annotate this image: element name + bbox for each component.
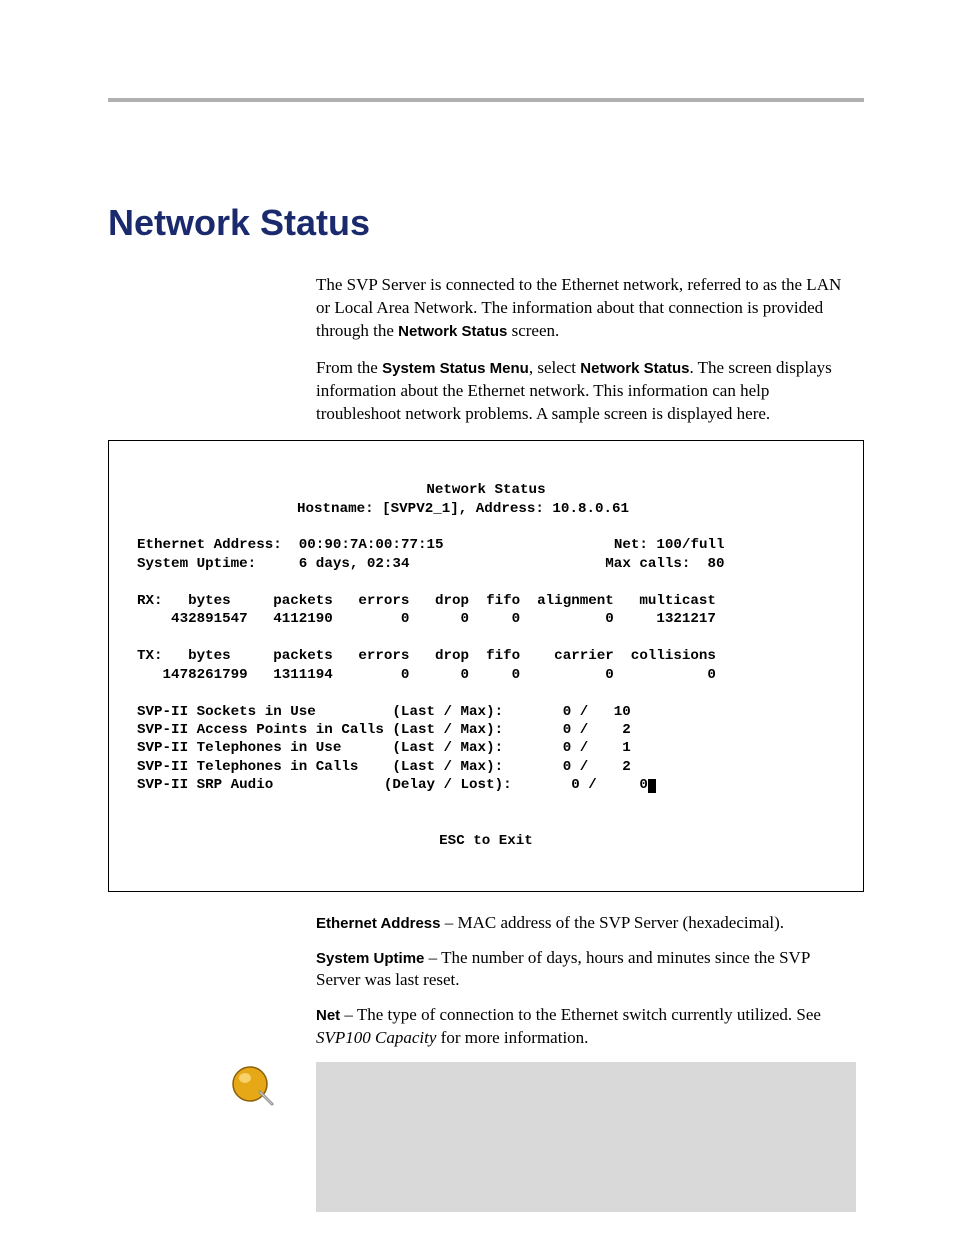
p2-text-c: , select: [529, 358, 580, 377]
terminal-rx-header: RX: bytes packets errors drop fifo align…: [137, 593, 716, 609]
p2-text-a: From the: [316, 358, 382, 377]
def-net-label: Net: [316, 1007, 340, 1024]
terminal-eth-label: Ethernet Address:: [137, 537, 282, 553]
terminal-hostline: Hostname: [SVPV2_1], Address: 10.8.0.61: [297, 500, 835, 518]
horizontal-rule: [108, 98, 864, 102]
terminal-eth-value: 00:90:7A:00:77:15: [299, 537, 444, 553]
cursor-icon: [648, 779, 656, 793]
terminal-uptime-label: System Uptime:: [137, 556, 256, 572]
p1-text-a: The SVP Server is connected to the Ether…: [316, 275, 841, 340]
p2-bold-network-status: Network Status: [580, 360, 689, 377]
p1-text-c: screen.: [507, 321, 559, 340]
terminal-screenshot: Network StatusHostname: [SVPV2_1], Addre…: [108, 440, 864, 892]
terminal-max-label: Max calls:: [605, 556, 690, 572]
terminal-net-label: Net:: [614, 537, 648, 553]
def-net-text-c: for more information.: [436, 1028, 588, 1047]
terminal-rx-values: 432891547 4112190 0 0 0 0 1321217: [137, 611, 716, 627]
terminal-net-value: 100/full: [656, 537, 724, 553]
intro-paragraph-2: From the System Status Menu, select Netw…: [316, 357, 856, 426]
def-eth-label: Ethernet Address: [316, 915, 440, 932]
terminal-svp-3: SVP-II Telephones in Use (Last / Max): 0…: [137, 740, 631, 756]
p2-bold-system-status-menu: System Status Menu: [382, 360, 529, 377]
terminal-uptime-value: 6 days, 02:34: [299, 556, 410, 572]
terminal-svp-1: SVP-II Sockets in Use (Last / Max): 0 / …: [137, 704, 631, 720]
note-row: [108, 1062, 864, 1212]
def-uptime-label: System Uptime: [316, 950, 424, 967]
terminal-svp-4: SVP-II Telephones in Calls (Last / Max):…: [137, 759, 631, 775]
terminal-uptime-line: System Uptime: 6 days, 02:34 Max calls: …: [137, 556, 725, 572]
def-net-italic: SVP100 Capacity: [316, 1028, 436, 1047]
terminal-tx-values: 1478261799 1311194 0 0 0 0 0: [137, 667, 716, 683]
def-net: Net – The type of connection to the Ethe…: [316, 1004, 856, 1050]
terminal-title: Network Status: [137, 481, 835, 499]
page-title: Network Status: [108, 202, 864, 244]
def-system-uptime: System Uptime – The number of days, hour…: [316, 947, 856, 993]
terminal-svp-5-text: SVP-II SRP Audio (Delay / Lost): 0 / 0: [137, 777, 648, 793]
terminal-svp-2: SVP-II Access Points in Calls (Last / Ma…: [137, 722, 631, 738]
p1-bold-network-status: Network Status: [398, 323, 507, 340]
def-net-text-a: – The type of connection to the Ethernet…: [340, 1005, 821, 1024]
terminal-exit: ESC to Exit: [137, 832, 835, 850]
pushpin-icon: [228, 1062, 276, 1110]
terminal-max-value: 80: [707, 556, 724, 572]
def-eth-text: – MAC address of the SVP Server (hexadec…: [440, 913, 784, 932]
intro-paragraph-1: The SVP Server is connected to the Ether…: [316, 274, 856, 343]
terminal-svp-5: SVP-II SRP Audio (Delay / Lost): 0 / 0: [137, 777, 656, 793]
terminal-tx-header: TX: bytes packets errors drop fifo carri…: [137, 648, 716, 664]
terminal-eth-line: Ethernet Address: 00:90:7A:00:77:15 Net:…: [137, 537, 725, 553]
def-ethernet-address: Ethernet Address – MAC address of the SV…: [316, 912, 856, 935]
note-box: [316, 1062, 856, 1212]
